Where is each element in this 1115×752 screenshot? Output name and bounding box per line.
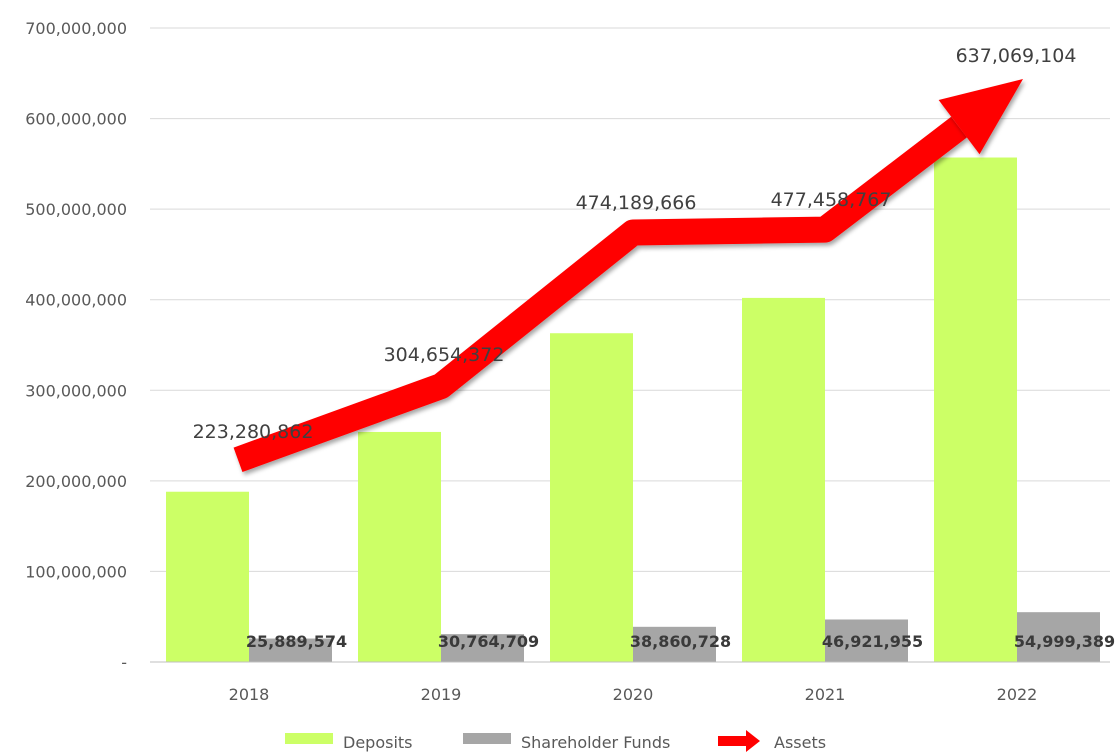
- y-tick-label: 100,000,000: [25, 562, 127, 581]
- y-tick-label: 300,000,000: [25, 381, 127, 400]
- y-tick-label: 500,000,000: [25, 200, 127, 219]
- shareholder-funds-bar: [1017, 612, 1100, 662]
- legend: Deposits Shareholder Funds Assets: [285, 730, 826, 752]
- x-tick-label: 2021: [805, 685, 846, 704]
- shareholder-funds-bar: [633, 626, 716, 662]
- shareholder-funds-bar: [825, 619, 908, 662]
- shareholder-funds-label: 54,999,389: [1014, 632, 1115, 651]
- shareholder-funds-label: 25,889,574: [246, 632, 347, 651]
- shareholder-funds-bar: [249, 638, 332, 662]
- y-tick-label: -: [121, 653, 127, 672]
- shareholder-funds-bar: [441, 634, 524, 662]
- deposits-bar: [358, 431, 441, 662]
- x-tick-label: 2020: [613, 685, 654, 704]
- shareholder-funds-label: 46,921,955: [822, 632, 923, 651]
- deposits-bar: [742, 297, 825, 662]
- deposits-bar: [166, 491, 249, 662]
- assets-label: 477,458,767: [771, 189, 892, 211]
- legend-label-assets: Assets: [774, 733, 826, 752]
- bars: [166, 157, 1100, 662]
- shareholder-funds-label: 30,764,709: [438, 632, 539, 651]
- y-axis: - 100,000,000 200,000,000 300,000,000 400,00…: [25, 19, 127, 672]
- y-tick-label: 700,000,000: [25, 19, 127, 38]
- deposits-bar: [550, 333, 633, 662]
- legend-label-shareholder-funds: Shareholder Funds: [521, 733, 670, 752]
- shareholder-funds-label: 38,860,728: [630, 632, 731, 651]
- assets-line: [233, 78, 1023, 473]
- legend-label-deposits: Deposits: [343, 733, 413, 752]
- legend-swatch-shareholder-funds: [463, 733, 511, 744]
- assets-label: 223,280,862: [193, 421, 314, 443]
- assets-label: 637,069,104: [956, 45, 1077, 67]
- y-tick-label: 400,000,000: [25, 291, 127, 310]
- assets-label: 474,189,666: [576, 192, 697, 214]
- x-tick-label: 2019: [421, 685, 462, 704]
- assets-line-path: [233, 116, 967, 473]
- legend-swatch-deposits: [285, 733, 333, 744]
- assets-label: 304,654,372: [384, 344, 505, 366]
- x-axis: 2018 2019 2020 2021 2022: [150, 661, 1110, 704]
- deposits-bar: [934, 157, 1017, 662]
- data-labels: 25,889,574 30,764,709 38,860,728 46,921,955…: [193, 45, 1115, 651]
- y-tick-label: 200,000,000: [25, 472, 127, 491]
- assets-arrow-head: [938, 78, 1023, 155]
- x-tick-label: 2022: [997, 685, 1038, 704]
- x-tick-label: 2018: [229, 685, 270, 704]
- y-tick-label: 600,000,000: [25, 110, 127, 129]
- legend-swatch-assets: [718, 730, 760, 752]
